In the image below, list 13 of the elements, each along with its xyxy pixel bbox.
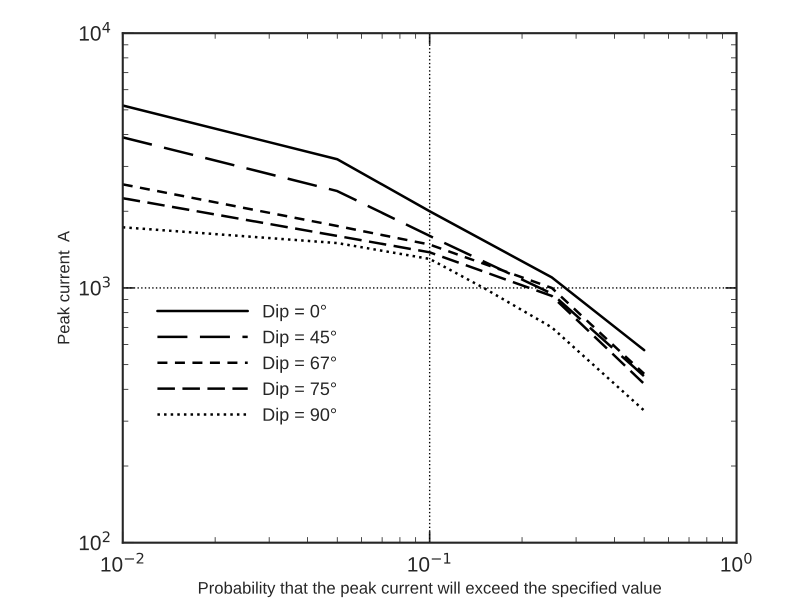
x-axis-title: Probability that the peak current will exceed the specified value: [198, 582, 662, 598]
legend-label: Dip = 0°: [264, 304, 326, 322]
y-tick-label: 10$^{2}$: [80, 531, 110, 550]
legend-label: Dip = 45°: [264, 330, 336, 347]
x-tick-label: 10$^{−2}$: [102, 552, 144, 572]
y-tick-label: 10$^{4}$: [80, 22, 110, 41]
y-axis-title: Peak current A: [57, 230, 70, 344]
x-tick-label: 10$^{0}$: [721, 552, 752, 572]
y-tick-label: 10$^{3}$: [80, 276, 110, 296]
legend-label: Dip = 90°: [264, 408, 336, 425]
x-tick-label: 10$^{−1}$: [408, 552, 450, 572]
legend-label: Dip = 67°: [264, 356, 336, 373]
legend-label: Dip = 75°: [264, 382, 336, 399]
